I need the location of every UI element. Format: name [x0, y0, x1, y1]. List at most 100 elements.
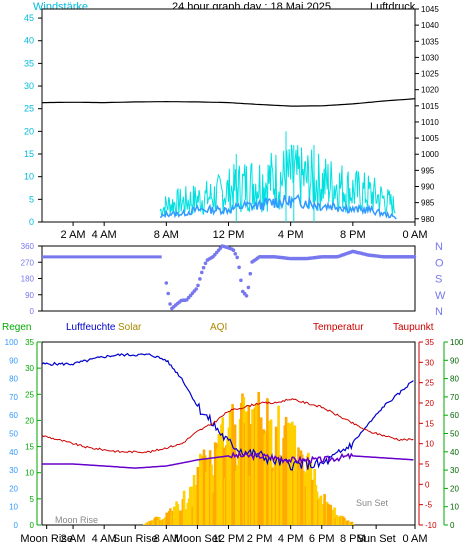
solar-bar — [288, 423, 292, 525]
direction-point — [239, 278, 243, 283]
hour-tick-label: 0 AM — [402, 229, 427, 241]
legend-luftfeuchte: Luftfeuchte — [66, 322, 116, 333]
pressure-tick-label: 985 — [421, 199, 435, 208]
temp-tick-label: 35 — [425, 338, 434, 347]
rain-tick-label: 30 — [9, 466, 18, 475]
bottom-axis-label: 0 AM — [402, 533, 427, 545]
compass-label: S — [435, 274, 442, 286]
humidity-tick-label: 35 — [25, 338, 34, 347]
solar-bar — [190, 486, 193, 525]
bottom-axis-label: Sun Rise — [113, 533, 158, 545]
bottom-axis-label: 4 AM — [92, 533, 117, 545]
compass-label: O — [435, 257, 444, 269]
wind-tick-label: 15 — [24, 149, 34, 159]
wind-tick-label: 0 — [29, 217, 34, 227]
solar-bar — [350, 521, 354, 525]
pressure-tick-label: 990 — [421, 183, 435, 192]
wind-tick-label: 5 — [29, 194, 34, 204]
dew-tick-label: 80 — [450, 375, 459, 384]
pressure-tick-label: 1005 — [421, 134, 439, 143]
pressure-tick-label: 980 — [421, 215, 435, 224]
bottom-axis-label: Sun Set — [357, 533, 396, 545]
hour-tick-label: 8 AM — [154, 229, 179, 241]
direction-point — [166, 291, 170, 296]
rain-tick-label: 0 — [14, 521, 19, 530]
hour-tick-label: 2 AM — [61, 229, 86, 241]
wind-tick-label: 30 — [24, 81, 34, 91]
legend-taupunkt: Taupunkt — [393, 322, 434, 333]
direction-point — [237, 265, 241, 270]
hour-tick-label: 4 PM — [278, 229, 304, 241]
temp-tick-label: 5 — [425, 460, 430, 469]
hour-tick-label: 4 AM — [92, 229, 117, 241]
pressure-tick-label: 1015 — [421, 102, 439, 111]
solar-bar — [272, 471, 275, 525]
direction-point — [233, 252, 238, 256]
direction-point — [196, 283, 200, 288]
dew-tick-label: 20 — [450, 484, 459, 493]
humidity-series — [41, 352, 414, 471]
pressure-tick-label: 1025 — [421, 70, 439, 79]
direction-point — [194, 287, 198, 291]
temp-tick-label: 25 — [425, 379, 434, 388]
humidity-tick-label: 15 — [25, 443, 34, 452]
pressure-series — [42, 98, 416, 107]
rain-tick-label: 70 — [9, 393, 18, 402]
legend-aqi: AQI — [210, 322, 227, 333]
bottom-axis-label: Moon Rise — [20, 533, 73, 545]
rain-tick-label: 90 — [9, 356, 18, 365]
solar-bar — [274, 426, 278, 525]
direction-tick-label: 90 — [25, 291, 34, 300]
humidity-tick-label: 10 — [25, 469, 34, 478]
rain-tick-label: 50 — [9, 430, 18, 439]
rain-tick-label: 100 — [5, 338, 19, 347]
temp-tick-label: 15 — [425, 419, 434, 428]
dew-tick-label: 10 — [450, 503, 459, 512]
compass-label: W — [435, 290, 446, 302]
wind-tick-label: 20 — [24, 126, 34, 136]
dew-tick-label: 50 — [450, 430, 459, 439]
humidity-tick-label: 0 — [30, 521, 35, 530]
compass-label: N — [435, 306, 443, 318]
rain-tick-label: 60 — [9, 411, 18, 420]
bottom-axis-label: 6 PM — [309, 533, 335, 545]
rain-tick-label: 80 — [9, 375, 18, 384]
solar-bar — [269, 419, 273, 525]
pressure-tick-label: 1030 — [421, 53, 439, 62]
bottom-axis-label: 12 PM — [213, 533, 245, 545]
pressure-tick-label: 1035 — [421, 37, 439, 46]
wind-tick-label: 40 — [24, 36, 34, 46]
direction-point — [201, 265, 206, 270]
pressure-tick-label: 1040 — [421, 21, 439, 30]
bottom-axis-label: Moon Set — [174, 533, 221, 545]
solar-bar — [217, 433, 221, 525]
temp-tick-label: 20 — [425, 399, 434, 408]
bottom-axis-label: 8 PM — [340, 533, 366, 545]
solar-bar — [199, 453, 202, 525]
temp-tick-label: -10 — [425, 521, 437, 530]
solar-bar — [320, 504, 324, 525]
annotation-moon-rise: Moon Rise — [55, 515, 98, 525]
rain-tick-label: 10 — [9, 503, 18, 512]
humidity-tick-label: 5 — [30, 495, 35, 504]
direction-point — [198, 277, 202, 281]
direction-point — [200, 270, 204, 275]
annotation-sun-set: Sun Set — [356, 498, 389, 508]
direction-point — [412, 254, 417, 259]
bottom-axis-label: 4 PM — [278, 533, 304, 545]
bottom-axis-label: 2 AM — [61, 533, 86, 545]
direction-point — [168, 302, 172, 306]
wind-speed-series — [159, 193, 397, 220]
hour-tick-label: 12 PM — [213, 229, 245, 241]
direction-point — [231, 248, 236, 252]
dew-tick-label: 90 — [450, 356, 459, 365]
hour-tick-label: 8 PM — [340, 229, 366, 241]
bottom-axis-label: 2 PM — [247, 533, 273, 545]
direction-tick-label: 0 — [30, 307, 35, 316]
temp-tick-label: 10 — [425, 440, 434, 449]
temp-tick-label: 0 — [425, 480, 430, 489]
wind-tick-label: 25 — [24, 104, 34, 114]
dew-tick-label: 70 — [450, 393, 459, 402]
